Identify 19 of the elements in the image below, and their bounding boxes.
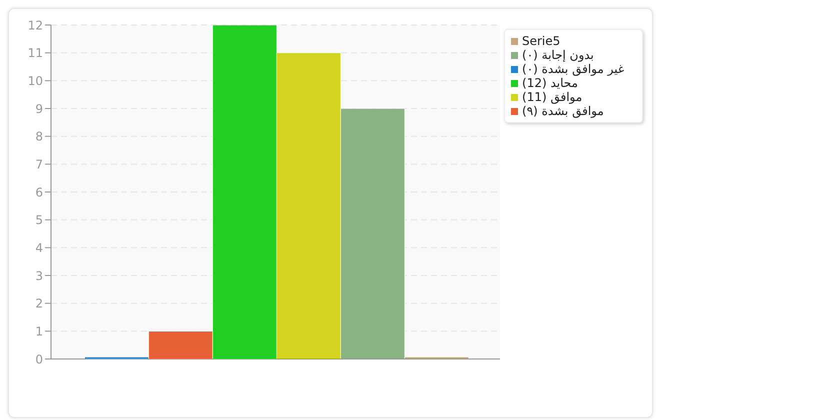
y-tick-label: 10 bbox=[28, 74, 43, 88]
y-tick-label: 1 bbox=[35, 324, 43, 338]
legend-label: Serie5 bbox=[522, 34, 560, 48]
legend-label: موافق بشدة (٩) bbox=[522, 104, 604, 118]
y-tick-label: 4 bbox=[35, 240, 43, 255]
y-tick-label: 5 bbox=[35, 213, 43, 228]
y-tick-label: 9 bbox=[35, 102, 43, 116]
y-tick-label: 2 bbox=[35, 296, 43, 311]
y-tick-label: 7 bbox=[35, 157, 43, 172]
legend-label: غير موافق بشدة (٠) bbox=[522, 62, 624, 76]
y-tick-label: 3 bbox=[35, 268, 43, 283]
legend-label: بدون إجابة (٠) bbox=[522, 48, 594, 62]
y-tick-label: 0 bbox=[35, 352, 43, 366]
legend-label: موافق (11) bbox=[522, 90, 582, 104]
y-tick-label: 11 bbox=[28, 46, 43, 60]
legend-label: محايد (12) bbox=[522, 76, 578, 90]
y-tick-label: 6 bbox=[35, 185, 43, 200]
y-tick-label: 12 bbox=[28, 18, 43, 32]
y-tick-label: 8 bbox=[35, 130, 43, 144]
